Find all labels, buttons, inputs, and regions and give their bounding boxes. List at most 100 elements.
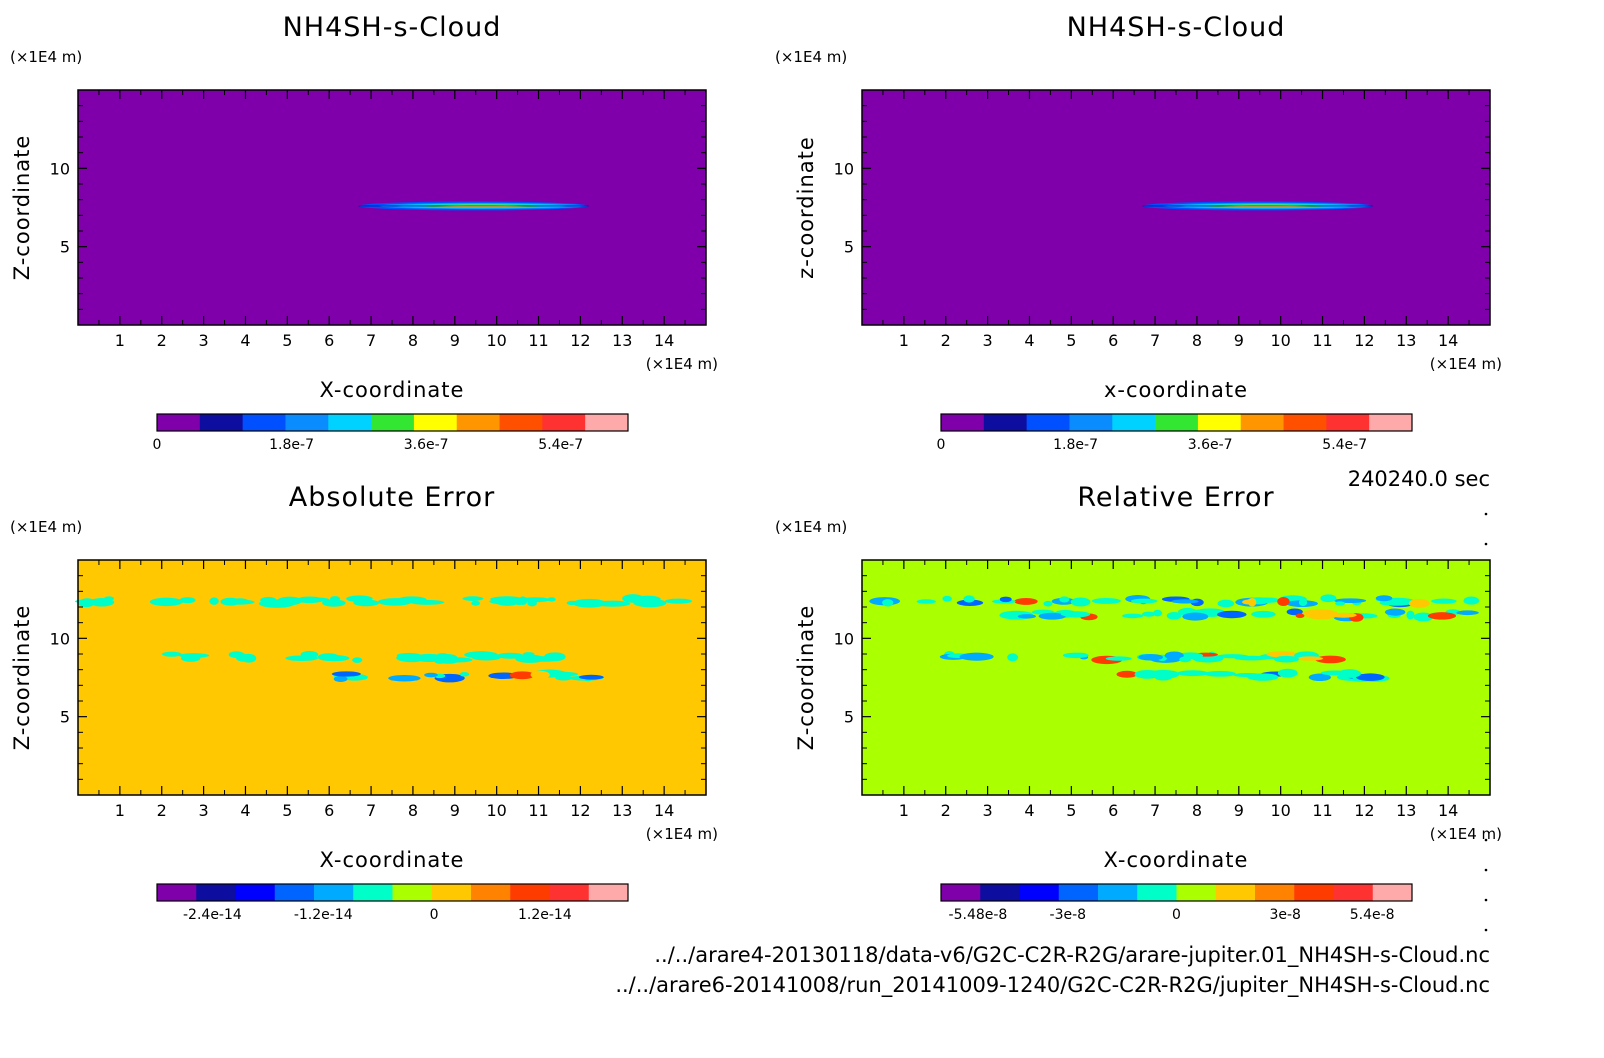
x-tick-label: 10	[486, 801, 506, 820]
error-blob	[1355, 673, 1385, 681]
error-blob	[317, 653, 340, 661]
error-blob	[1116, 670, 1138, 678]
colorbar-swatch	[392, 884, 433, 901]
error-blob	[149, 597, 183, 607]
colorbar-swatch	[157, 414, 201, 431]
colorbar-swatch	[1372, 884, 1413, 901]
x-unit-label: (×1E4 m)	[1430, 355, 1502, 373]
x-tick-label: 1	[899, 801, 909, 820]
colorbar-tick-label: 5.4e-7	[538, 437, 583, 453]
error-blob	[462, 596, 484, 601]
error-blob	[235, 653, 251, 662]
y-tick-label: 10	[50, 159, 70, 178]
x-tick-label: 5	[282, 801, 292, 820]
x-tick-label: 10	[1270, 801, 1290, 820]
x-tick-label: 8	[1192, 331, 1202, 350]
x-axis: 1 2 3 4 5 6 7 8 9 10 11 12 13 14(×1E4 m)x-coordinate	[882, 90, 1502, 402]
error-blob	[1286, 608, 1303, 616]
error-blob	[1164, 651, 1184, 660]
x-tick-label: 6	[1108, 331, 1118, 350]
colorbar-swatch	[983, 414, 1028, 431]
colorbar-swatch	[941, 414, 985, 431]
error-blob	[352, 657, 363, 663]
error-blob	[1017, 614, 1036, 619]
colorbar-swatch	[413, 414, 458, 431]
error-blob	[471, 600, 480, 606]
y-tick-label: 10	[834, 159, 854, 178]
error-blob	[1122, 613, 1144, 619]
chart-panel-4: Relative Error(×1E4 m)1 2 3 4 5 6 7 8 9 10 11 12 13 1…	[775, 482, 1502, 923]
colorbar-swatch	[1197, 414, 1242, 431]
y-tick-label: 10	[50, 629, 70, 648]
colorbar-swatch	[588, 884, 629, 901]
colorbar-tick-label: 0	[153, 437, 162, 453]
x-tick-label: 10	[486, 331, 506, 350]
x-tick-label: 7	[366, 331, 376, 350]
chart-panel-3: Absolute Error(×1E4 m)1 2 3 4 5 6 7 8 9 10 11 12 13 1…	[10, 482, 718, 923]
x-tick-label: 1	[115, 331, 125, 350]
error-blob	[1456, 610, 1479, 616]
chart-title: NH4SH-s-Cloud	[283, 12, 502, 43]
y-tick-label: 5	[60, 708, 70, 727]
error-blob	[396, 653, 427, 663]
colorbar-frame	[940, 883, 1413, 902]
error-blob	[555, 675, 573, 681]
error-blob	[544, 652, 566, 662]
error-blob	[1154, 674, 1172, 681]
error-blob	[1273, 655, 1300, 663]
colorbar-tick-label: -5.48e-8	[949, 907, 1008, 923]
x-tick-label: 4	[240, 801, 250, 820]
x-tick-label: 5	[1066, 331, 1076, 350]
colorbar-swatch	[1069, 414, 1113, 431]
error-blob	[1308, 673, 1331, 682]
error-blob	[220, 597, 241, 606]
x-axis-label: X-coordinate	[1104, 848, 1249, 872]
y-axis-label: z-coordinate	[794, 136, 818, 279]
colorbar-tick-label: -2.4e-14	[183, 907, 242, 923]
error-blob	[1091, 598, 1121, 604]
time-label: 240240.0 sec	[1348, 467, 1490, 491]
colorbar-tick-label: 0	[1172, 907, 1181, 923]
error-blob	[1384, 608, 1406, 616]
error-blob	[331, 671, 361, 677]
error-blob	[459, 672, 470, 677]
x-tick-label: 14	[654, 331, 674, 350]
x-tick-label: 11	[528, 801, 548, 820]
error-blob	[1138, 653, 1164, 661]
error-blob	[882, 599, 894, 607]
colorbar-swatch	[1137, 884, 1177, 901]
error-blob	[74, 599, 110, 604]
x-tick-label: 8	[408, 801, 418, 820]
colorbar-swatch	[1112, 414, 1156, 431]
error-blob	[1038, 612, 1066, 620]
chart-panel-2: NH4SH-s-Cloud(×1E4 m)1 2 3 4 5 6 7 8 9 10 11 12 13 14…	[775, 12, 1502, 453]
x-axis: 1 2 3 4 5 6 7 8 9 10 11 12 13 14(×1E4 m)X-coordinate	[98, 560, 718, 872]
colorbar-tick-label: 1.8e-7	[1053, 437, 1098, 453]
error-blob	[916, 599, 936, 604]
error-blob	[1406, 610, 1415, 620]
colorbar-swatch	[274, 884, 315, 901]
error-blob	[388, 674, 421, 682]
colorbar-swatch	[941, 884, 981, 901]
margin-dot	[1484, 838, 1488, 842]
error-blob	[1314, 655, 1346, 664]
heatmap-feature	[999, 607, 1479, 622]
error-blob	[1007, 653, 1019, 662]
colorbar-swatch	[1326, 414, 1370, 431]
colorbar-swatch	[328, 414, 372, 431]
error-blob	[1408, 598, 1430, 608]
margin-dot	[1484, 898, 1488, 902]
colorbar-swatch	[1369, 414, 1413, 431]
colorbar-tick-label: 0	[937, 437, 946, 453]
error-blob	[296, 596, 324, 604]
colorbar-tick-label: 3e-8	[1269, 907, 1300, 923]
colorbar-swatch	[371, 414, 415, 431]
error-blob	[1337, 669, 1362, 678]
heatmap-feature	[939, 651, 1346, 665]
x-axis: 1 2 3 4 5 6 7 8 9 10 11 12 13 14(×1E4 m)X-coordinate	[882, 560, 1502, 872]
x-tick-label: 9	[450, 801, 460, 820]
error-blob	[1234, 655, 1270, 661]
error-blob	[1060, 611, 1082, 617]
margin-dot	[1484, 868, 1488, 872]
x-axis-label: X-coordinate	[320, 378, 465, 402]
